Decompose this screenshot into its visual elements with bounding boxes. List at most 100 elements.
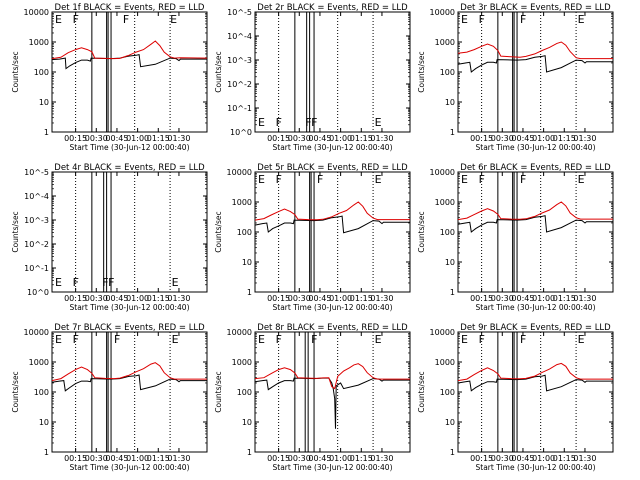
panel-title: Det 4r BLACK = Events, RED = LLD xyxy=(54,163,205,173)
y-tick-label: 1 xyxy=(247,448,252,457)
flag-letter: F xyxy=(276,333,282,346)
panel-title: Det 8r BLACK = Events, RED = LLD xyxy=(257,323,408,333)
x-axis-label: Start Time (30-Jun-12 00:00:40) xyxy=(476,303,596,312)
panel-4: Det 4r BLACK = Events, RED = LLD 10^0 10^-… xyxy=(11,163,208,312)
y-axis-label: Counts/sec xyxy=(11,371,20,412)
flag-letter: E xyxy=(461,333,468,346)
x-tick-label: 01:00 xyxy=(532,294,555,303)
x-tick-label: 00:45 xyxy=(511,294,534,303)
y-tick-label: 10 xyxy=(445,98,455,107)
flag-letter: E xyxy=(170,13,177,26)
y-axis-label: Counts/sec xyxy=(214,371,223,412)
x-tick-label: 01:15 xyxy=(553,134,576,143)
x-tick-label: 00:30 xyxy=(85,134,108,143)
y-tick-label: 10 xyxy=(242,418,252,427)
panel-title: Det 6r BLACK = Events, RED = LLD xyxy=(460,163,611,173)
y-tick-label: 10000 xyxy=(430,328,455,337)
y-tick-label: 100 xyxy=(440,68,455,77)
y-tick-label: 1000 xyxy=(435,38,455,47)
flag-letter: F xyxy=(317,173,323,186)
x-tick-label: 00:15 xyxy=(64,454,87,463)
x-tick-label: 01:00 xyxy=(126,294,149,303)
y-tick-label: 10 xyxy=(242,258,252,267)
y-axis-label: Counts/sec xyxy=(214,211,223,252)
y-tick-label: 10^0 xyxy=(230,128,252,137)
panel-5: Det 5r BLACK = Events, RED = LLD 1 10 100 10… xyxy=(214,163,411,312)
y-axis-label: Counts/sec xyxy=(11,51,20,92)
flag-letter: F xyxy=(479,173,485,186)
x-tick-label: 00:15 xyxy=(267,294,290,303)
x-tick-label: 01:15 xyxy=(350,454,373,463)
panel-title: Det 9r BLACK = Events, RED = LLD xyxy=(460,323,611,333)
flag-letter: F xyxy=(73,333,79,346)
flag-letter: F xyxy=(311,333,317,346)
y-axis-label: Counts/sec xyxy=(417,211,426,252)
y-tick-label: 10^-5 xyxy=(227,8,252,17)
y-tick-label: 10^-5 xyxy=(24,168,49,177)
x-tick-label: 01:15 xyxy=(350,134,373,143)
flag-letter: E xyxy=(172,333,179,346)
x-tick-label: 01:00 xyxy=(532,454,555,463)
x-tick-label: 01:00 xyxy=(126,134,149,143)
x-tick-label: 01:15 xyxy=(350,294,373,303)
flag-letter: F xyxy=(114,333,120,346)
x-tick-label: 00:15 xyxy=(470,454,493,463)
flag-letter: E xyxy=(578,13,585,26)
y-tick-label: 1000 xyxy=(232,358,252,367)
x-tick-label: 00:45 xyxy=(511,454,534,463)
x-tick-label: 01:30 xyxy=(370,134,393,143)
flag-letter: F xyxy=(123,13,129,26)
flag-letter: E xyxy=(375,173,382,186)
x-tick-label: 00:45 xyxy=(105,294,128,303)
x-tick-label: 00:15 xyxy=(64,294,87,303)
flag-letter: E xyxy=(55,333,62,346)
lld-series-line xyxy=(51,362,207,382)
flag-letter: E xyxy=(172,276,179,289)
y-tick-label: 10000 xyxy=(24,8,49,17)
flag-letter: E xyxy=(375,116,382,129)
y-tick-label: 1 xyxy=(247,288,252,297)
x-tick-label: 01:15 xyxy=(147,134,170,143)
lld-series-line xyxy=(457,362,613,382)
y-tick-label: 100 xyxy=(34,388,49,397)
events-series-line xyxy=(457,55,613,73)
y-tick-label: 10^-2 xyxy=(227,80,252,89)
y-tick-label: 1 xyxy=(450,288,455,297)
x-tick-label: 00:15 xyxy=(267,454,290,463)
y-tick-label: 10000 xyxy=(227,168,252,177)
y-tick-label: 10 xyxy=(445,418,455,427)
plot-frame xyxy=(51,171,208,293)
y-tick-label: 10^-1 xyxy=(227,104,252,113)
x-tick-label: 00:15 xyxy=(64,134,87,143)
flag-letter: F xyxy=(73,13,79,26)
lld-series-line xyxy=(254,201,410,221)
x-tick-label: 01:15 xyxy=(147,454,170,463)
x-tick-label: 01:30 xyxy=(370,454,393,463)
panel-6: Det 6r BLACK = Events, RED = LLD 1 10 100 10… xyxy=(417,163,614,312)
lld-series-line xyxy=(254,363,410,390)
x-axis-label: Start Time (30-Jun-12 00:00:40) xyxy=(273,463,393,472)
events-series-line xyxy=(254,377,410,429)
x-tick-label: 00:45 xyxy=(308,454,331,463)
lld-series-line xyxy=(457,201,613,221)
x-axis-label: Start Time (30-Jun-12 00:00:40) xyxy=(476,463,596,472)
flag-letter: E xyxy=(258,116,265,129)
flag-letter: E xyxy=(258,173,265,186)
y-tick-label: 10^-3 xyxy=(24,216,49,225)
panel-title: Det 1f BLACK = Events, RED = LLD xyxy=(55,3,205,13)
x-axis-label: Start Time (30-Jun-12 00:00:40) xyxy=(476,143,596,152)
flag-letter: F xyxy=(305,116,311,129)
panel-title: Det 3r BLACK = Events, RED = LLD xyxy=(460,3,611,13)
panel-title: Det 5r BLACK = Events, RED = LLD xyxy=(257,163,408,173)
y-tick-label: 10000 xyxy=(430,168,455,177)
flag-letter: F xyxy=(479,13,485,26)
panel-1: Det 1f BLACK = Events, RED = LLD 1 10 100 10… xyxy=(11,3,208,152)
flag-letter: E xyxy=(375,333,382,346)
x-tick-label: 01:30 xyxy=(167,454,190,463)
x-tick-label: 01:30 xyxy=(573,454,596,463)
x-tick-label: 01:15 xyxy=(553,454,576,463)
x-tick-label: 00:30 xyxy=(491,294,514,303)
flag-letter: E xyxy=(461,13,468,26)
x-axis-label: Start Time (30-Jun-12 00:00:40) xyxy=(70,143,190,152)
